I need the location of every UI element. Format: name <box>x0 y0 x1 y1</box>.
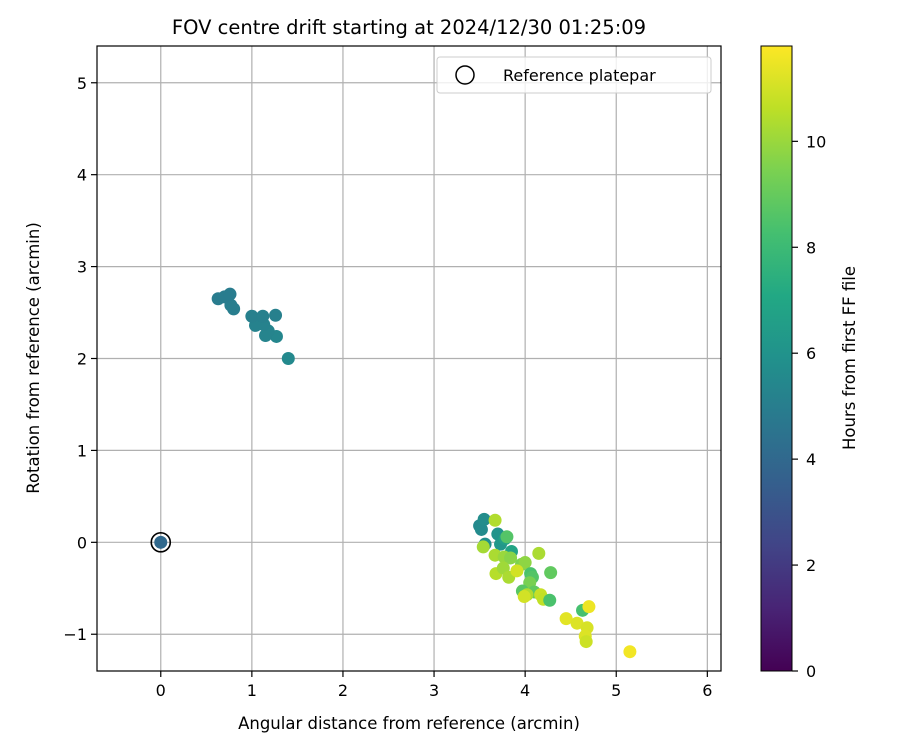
data-point <box>532 546 546 560</box>
data-point <box>223 287 237 301</box>
data-point <box>559 612 573 626</box>
data-point <box>256 309 270 323</box>
legend-box <box>436 56 712 94</box>
data-point <box>582 600 596 614</box>
legend: Reference platepar <box>436 56 712 94</box>
data-point <box>517 590 531 604</box>
data-point <box>570 616 584 630</box>
x-tick-label: 3 <box>429 681 439 700</box>
x-tick-label: 0 <box>156 681 166 700</box>
x-tick-label: 1 <box>247 681 257 700</box>
grid-lines <box>97 46 721 671</box>
x-tick-label: 6 <box>702 681 712 700</box>
reference-marker-group <box>150 532 172 553</box>
data-point <box>488 513 502 527</box>
y-tick-label: 4 <box>77 166 87 185</box>
legend-label: Reference platepar <box>503 66 656 85</box>
data-point <box>269 308 283 322</box>
colorbar-tick-label: 8 <box>806 238 816 257</box>
data-point <box>579 635 593 649</box>
x-axis-label: Angular distance from reference (arcmin) <box>238 714 580 733</box>
y-tick-label: 5 <box>77 74 87 93</box>
data-point <box>543 593 557 607</box>
y-tick-label: 2 <box>77 350 87 369</box>
x-tick-label: 5 <box>611 681 621 700</box>
colorbar-tick-label: 10 <box>806 132 826 151</box>
reference-platepar-marker <box>150 532 172 553</box>
data-point <box>518 556 532 570</box>
x-tick-label: 2 <box>338 681 348 700</box>
data-point <box>476 540 490 554</box>
data-point <box>281 352 295 365</box>
data-point <box>154 535 168 549</box>
data-point <box>477 512 491 526</box>
data-point <box>504 551 518 565</box>
colorbar-tick-label: 4 <box>806 450 816 469</box>
y-axis-ticks: −1 0 1 2 3 4 5 <box>63 74 97 644</box>
y-tick-label: 3 <box>77 258 87 277</box>
y-tick-label: 1 <box>77 441 87 460</box>
data-point <box>500 530 514 544</box>
data-point <box>510 564 524 578</box>
colorbar-tick-label: 0 <box>806 662 816 681</box>
data-point <box>474 522 488 536</box>
colorbar-label: Hours from first FF file <box>840 266 859 450</box>
data-point <box>245 309 259 323</box>
data-point <box>623 645 637 659</box>
chart-title: FOV centre drift starting at 2024/12/30 … <box>172 16 646 39</box>
data-point <box>544 566 558 580</box>
x-axis-ticks: 0 1 2 3 4 5 6 <box>156 671 712 700</box>
colorbar <box>760 45 793 672</box>
colorbar-tick-label: 2 <box>806 556 816 575</box>
x-tick-label: 4 <box>520 681 530 700</box>
y-tick-label: 0 <box>77 533 87 552</box>
colorbar-tick-label: 6 <box>806 344 816 363</box>
legend-marker-icon <box>455 65 475 85</box>
colorbar-ticks: 0 2 4 6 8 10 <box>792 132 826 681</box>
data-points <box>154 287 637 659</box>
y-axis-label: Rotation from reference (arcmin) <box>24 222 43 494</box>
y-tick-label: −1 <box>63 625 87 644</box>
